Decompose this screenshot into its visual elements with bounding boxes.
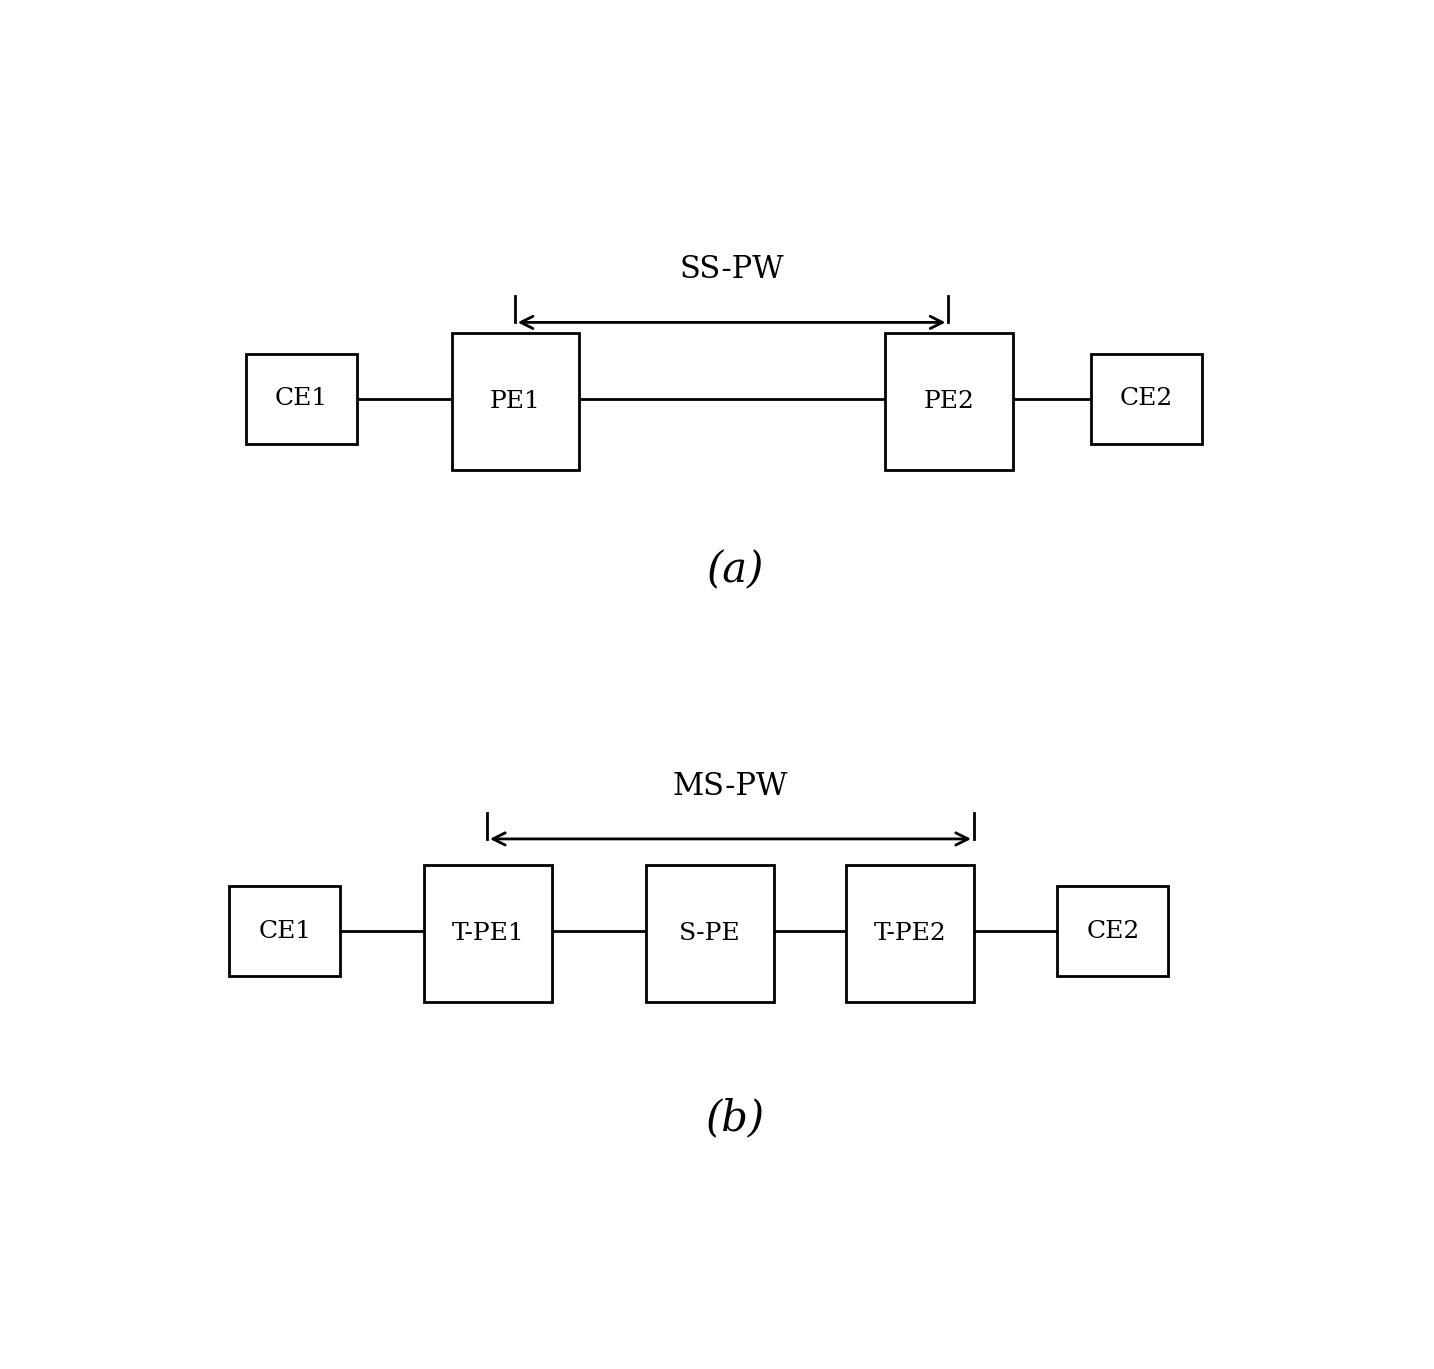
Bar: [1090, 355, 1202, 444]
Bar: [247, 355, 357, 444]
Text: MS-PW: MS-PW: [673, 771, 789, 802]
Text: (a): (a): [706, 549, 764, 591]
Text: T-PE1: T-PE1: [452, 923, 523, 946]
Text: S-PE: S-PE: [680, 923, 741, 946]
Bar: [846, 865, 974, 1002]
Text: CE2: CE2: [1086, 920, 1140, 943]
Bar: [424, 865, 552, 1002]
Bar: [1057, 886, 1169, 976]
Text: PE2: PE2: [923, 390, 974, 413]
Bar: [645, 865, 774, 1002]
Text: CE2: CE2: [1120, 387, 1173, 411]
Text: SS-PW: SS-PW: [680, 255, 784, 285]
Text: CE1: CE1: [275, 387, 328, 411]
Text: PE1: PE1: [490, 390, 541, 413]
Text: (b): (b): [706, 1098, 764, 1139]
Bar: [229, 886, 340, 976]
Bar: [885, 333, 1012, 470]
Bar: [452, 333, 579, 470]
Text: T-PE2: T-PE2: [873, 923, 946, 946]
Text: CE1: CE1: [258, 920, 311, 943]
